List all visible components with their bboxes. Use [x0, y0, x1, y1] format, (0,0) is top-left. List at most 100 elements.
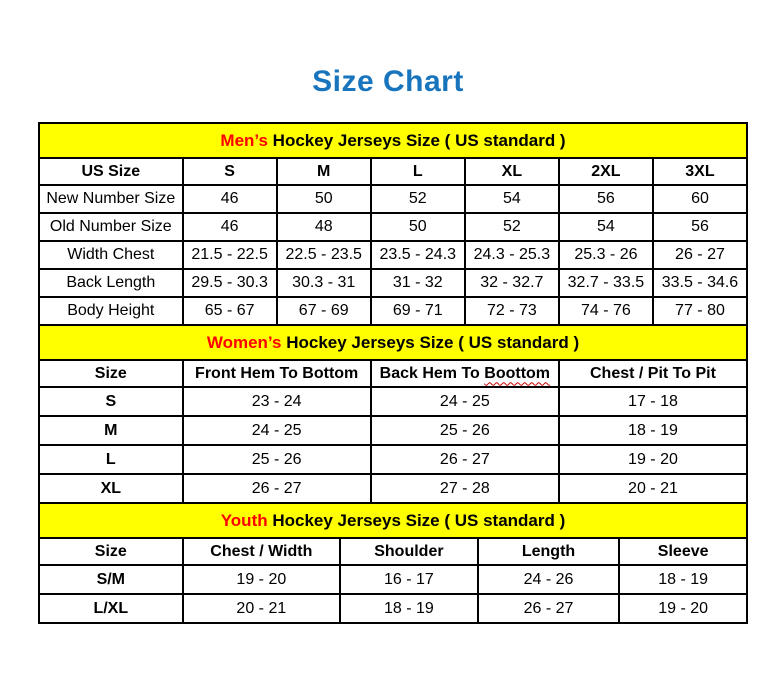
size-value: 33.5 - 34.6: [651, 268, 749, 298]
size-value: 69 - 71: [369, 296, 466, 326]
row-label: New Number Size: [38, 184, 184, 214]
womens-banner-highlight: Women’s: [206, 332, 282, 352]
size-value: 72 - 73: [463, 296, 560, 326]
size-value: 54: [463, 184, 560, 214]
size-value: 18 - 19: [339, 593, 479, 624]
size-value: 26 - 27: [369, 444, 560, 475]
size-value: 26 - 27: [651, 240, 749, 270]
column-header: Chest / Width: [181, 537, 342, 566]
size-value: 24 - 26: [476, 564, 621, 595]
size-value: 19 - 20: [557, 444, 749, 475]
column-header: Chest / Pit To Pit: [557, 359, 749, 388]
misspelled-word: Boottom: [484, 364, 551, 382]
size-value: 30.3 - 31: [275, 268, 372, 298]
size-value: 27 - 28: [369, 473, 560, 504]
column-header: L: [369, 157, 466, 186]
row-label: Width Chest: [38, 240, 184, 270]
mens-section: Men’s Hockey Jerseys Size ( US standard …: [38, 122, 749, 326]
page-title: Size Chart: [312, 65, 464, 98]
mens-banner: Men’s Hockey Jerseys Size ( US standard …: [38, 122, 748, 159]
size-value: 52: [463, 212, 560, 242]
size-value: 31 - 32: [369, 268, 466, 298]
youth-banner-highlight: Youth: [220, 510, 268, 530]
column-header: US Size: [38, 157, 184, 186]
column-header: Length: [476, 537, 621, 566]
column-header: 2XL: [557, 157, 654, 186]
youth-section: Youth Hockey Jerseys Size ( US standard …: [38, 502, 748, 624]
row-label: Body Height: [38, 296, 184, 326]
size-value: 19 - 20: [618, 593, 748, 624]
header-row: Size Front Hem To Bottom Back Hem To Boott…: [38, 359, 749, 388]
size-value: 16 - 17: [339, 564, 479, 595]
size-value: 18 - 19: [557, 415, 749, 446]
table-row: Old Number Size 46 48 50 52 54 56: [38, 212, 749, 242]
size-value: 21.5 - 22.5: [181, 240, 278, 270]
column-header: 3XL: [651, 157, 749, 186]
mens-banner-highlight: Men’s: [220, 130, 268, 150]
table-row: New Number Size 46 50 52 54 56 60: [38, 184, 749, 214]
size-value: 67 - 69: [275, 296, 372, 326]
table-row: Width Chest 21.5 - 22.5 22.5 - 23.5 23.5 - …: [38, 240, 749, 270]
size-value: 25 - 26: [369, 415, 560, 446]
womens-section: Women’s Hockey Jerseys Size ( US standar…: [38, 324, 749, 504]
size-value: 17 - 18: [557, 386, 749, 417]
row-label: S: [38, 386, 184, 417]
row-label: M: [38, 415, 184, 446]
womens-size-table: Size Front Hem To Bottom Back Hem To Boott…: [38, 359, 749, 504]
size-value: 50: [369, 212, 466, 242]
size-value: 52: [369, 184, 466, 214]
mens-banner-text: Hockey Jerseys Size ( US standard ): [267, 130, 566, 150]
column-header: Sleeve: [618, 537, 748, 566]
youth-size-table: Size Chest / Width Shoulder Length Sleeve S/…: [38, 537, 748, 624]
column-header: Front Hem To Bottom: [181, 359, 372, 388]
table-row: Body Height 65 - 67 67 - 69 69 - 71 72 - 73 7…: [38, 296, 749, 326]
table-row: XL 26 - 27 27 - 28 20 - 21: [38, 473, 749, 504]
table-row: M 24 - 25 25 - 26 18 - 19: [38, 415, 749, 446]
row-label: L/XL: [38, 593, 184, 624]
column-header: Size: [38, 359, 184, 388]
size-value: 19 - 20: [181, 564, 342, 595]
table-row: L/XL 20 - 21 18 - 19 26 - 27 19 - 20: [38, 593, 748, 624]
size-value: 20 - 21: [557, 473, 749, 504]
size-value: 56: [557, 184, 654, 214]
womens-banner-text: Hockey Jerseys Size ( US standard ): [281, 332, 580, 352]
size-value: 24 - 25: [181, 415, 372, 446]
header-row: Size Chest / Width Shoulder Length Sleeve: [38, 537, 748, 566]
size-value: 25.3 - 26: [557, 240, 654, 270]
womens-banner: Women’s Hockey Jerseys Size ( US standar…: [38, 324, 748, 361]
column-header: Shoulder: [339, 537, 479, 566]
size-value: 56: [651, 212, 749, 242]
size-value: 74 - 76: [557, 296, 654, 326]
header-row: US Size S M L XL 2XL 3XL: [38, 157, 749, 186]
table-row: S/M 19 - 20 16 - 17 24 - 26 18 - 19: [38, 564, 748, 595]
size-value: 46: [181, 184, 278, 214]
size-value: 20 - 21: [181, 593, 342, 624]
row-label: S/M: [38, 564, 184, 595]
column-header: Size: [38, 537, 184, 566]
size-value: 32.7 - 33.5: [557, 268, 654, 298]
row-label: Old Number Size: [38, 212, 184, 242]
row-label: L: [38, 444, 184, 475]
youth-banner: Youth Hockey Jerseys Size ( US standard …: [38, 502, 748, 539]
column-header: Back Hem To Boottom: [369, 359, 560, 388]
mens-size-table: US Size S M L XL 2XL 3XL New Number Size 46 50 52…: [38, 157, 749, 326]
size-value: 24.3 - 25.3: [463, 240, 560, 270]
size-value: 23 - 24: [181, 386, 372, 417]
youth-banner-text: Hockey Jerseys Size ( US standard ): [267, 510, 566, 530]
size-value: 18 - 19: [618, 564, 748, 595]
size-value: 23.5 - 24.3: [369, 240, 466, 270]
column-header: M: [275, 157, 372, 186]
size-value: 50: [275, 184, 372, 214]
size-value: 46: [181, 212, 278, 242]
size-value: 25 - 26: [181, 444, 372, 475]
size-value: 24 - 25: [369, 386, 560, 417]
size-value: 26 - 27: [476, 593, 621, 624]
column-header: XL: [463, 157, 560, 186]
size-value: 48: [275, 212, 372, 242]
table-row: Back Length 29.5 - 30.3 30.3 - 31 31 - 32 32…: [38, 268, 749, 298]
row-label: XL: [38, 473, 184, 504]
size-value: 32 - 32.7: [463, 268, 560, 298]
size-value: 77 - 80: [651, 296, 749, 326]
size-value: 29.5 - 30.3: [181, 268, 278, 298]
size-value: 60: [651, 184, 749, 214]
